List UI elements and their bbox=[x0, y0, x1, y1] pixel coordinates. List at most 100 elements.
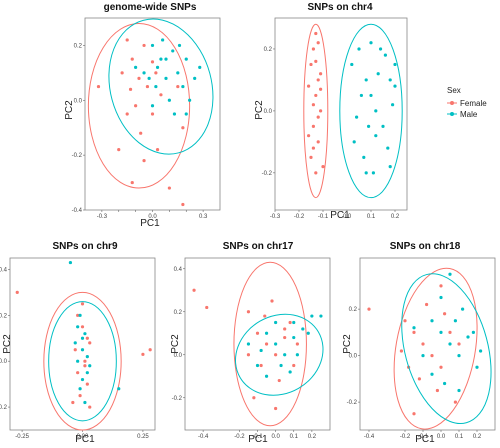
point-male bbox=[350, 62, 354, 67]
point-female bbox=[83, 359, 87, 363]
point-female bbox=[73, 348, 77, 352]
point-female bbox=[314, 31, 318, 36]
point-female bbox=[205, 305, 209, 310]
point-male bbox=[171, 49, 175, 53]
point-male bbox=[288, 370, 292, 374]
panel-frame bbox=[9, 257, 156, 431]
point-male bbox=[453, 319, 457, 323]
point-female bbox=[255, 331, 260, 335]
point-male bbox=[154, 84, 158, 89]
point-male bbox=[295, 353, 299, 357]
x-tick-label: -0.3 bbox=[97, 214, 108, 220]
x-tick-label: 0.0 bbox=[343, 214, 352, 220]
point-female bbox=[430, 354, 434, 358]
y-tick-label: 0.0 bbox=[264, 109, 273, 115]
point-male bbox=[76, 325, 80, 329]
point-female bbox=[139, 131, 143, 135]
point-female bbox=[71, 400, 75, 405]
point-female bbox=[412, 330, 416, 334]
point-male bbox=[283, 353, 287, 357]
y-tick-label: 0.2 bbox=[264, 47, 273, 53]
point-female bbox=[448, 330, 452, 334]
point-male bbox=[448, 272, 452, 276]
point-female bbox=[176, 84, 180, 89]
panel-2: SNPs on chr4 PC1 PC2 -0.3 -0.2 -0.1 0.0 0.1 0.2 -… bbox=[254, 2, 408, 221]
legend-item-female: Female bbox=[447, 99, 487, 108]
point-female bbox=[309, 62, 313, 67]
x-axis-label: PC1 bbox=[75, 434, 95, 445]
panel-frame bbox=[359, 257, 496, 431]
point-male bbox=[379, 47, 383, 51]
point-male bbox=[164, 57, 168, 61]
point-male bbox=[386, 146, 390, 150]
point-female bbox=[314, 171, 318, 175]
point-female bbox=[421, 342, 425, 346]
point-female bbox=[311, 146, 315, 150]
point-male bbox=[355, 115, 359, 119]
legend-male-marker bbox=[450, 112, 454, 116]
y-axis-label: PC2 bbox=[342, 334, 353, 354]
point-male bbox=[161, 38, 165, 42]
point-male bbox=[83, 332, 87, 336]
y-tick-label: -0.2 bbox=[72, 153, 83, 159]
x-tick-label: -0.2 bbox=[294, 214, 305, 220]
point-male bbox=[184, 57, 188, 61]
point-female bbox=[439, 365, 443, 369]
point-male bbox=[388, 78, 392, 82]
point-female bbox=[142, 159, 146, 163]
point-male bbox=[376, 72, 380, 76]
point-male bbox=[181, 84, 185, 89]
confidence-ellipse-male bbox=[108, 18, 214, 155]
x-tick-label: -0.3 bbox=[270, 214, 281, 220]
point-male bbox=[381, 124, 385, 128]
point-male bbox=[443, 381, 447, 386]
point-male bbox=[147, 76, 151, 80]
point-female bbox=[125, 112, 129, 116]
x-axis-label: PC1 bbox=[415, 434, 435, 445]
point-female bbox=[130, 57, 134, 61]
x-tick-label: -0.1 bbox=[252, 434, 263, 440]
point-male bbox=[184, 112, 188, 116]
point-male bbox=[448, 342, 452, 346]
point-male bbox=[246, 342, 251, 346]
point-female bbox=[292, 363, 296, 368]
y-axis-label: PC2 bbox=[254, 100, 265, 120]
point-male bbox=[279, 363, 283, 368]
confidence-ellipse-female bbox=[43, 291, 122, 431]
point-male bbox=[319, 314, 323, 318]
x-axis-label: PC1 bbox=[140, 218, 160, 229]
point-male bbox=[457, 388, 461, 393]
point-female bbox=[319, 72, 323, 76]
x-tick-label: 0.2 bbox=[308, 434, 317, 440]
point-male bbox=[264, 331, 269, 335]
confidence-ellipse-female bbox=[87, 22, 191, 189]
confidence-ellipse-male bbox=[234, 313, 324, 396]
point-female bbox=[252, 396, 256, 400]
point-female bbox=[319, 109, 323, 113]
panel-1: genome-wide SNPs PC1 PC2 -0.3 0.0 0.3 -0.4 -0.2… bbox=[64, 2, 221, 229]
point-female bbox=[288, 320, 292, 325]
panel-5: SNPs on chr18 PC1 PC2 -0.4 -0.2 -0.1 0.0 0.1 0.2… bbox=[342, 241, 496, 445]
point-female bbox=[148, 348, 152, 352]
x-tick-label: 0.0 bbox=[437, 434, 446, 440]
point-female bbox=[314, 59, 318, 63]
point-female bbox=[264, 342, 269, 346]
point-female bbox=[307, 134, 311, 138]
point-male bbox=[167, 98, 171, 102]
y-tick-label: -0.2 bbox=[172, 396, 183, 402]
panel-title: SNPs on chr17 bbox=[223, 241, 294, 252]
legend-title: Sex bbox=[447, 86, 461, 95]
point-female bbox=[167, 186, 171, 190]
point-male bbox=[255, 363, 260, 368]
point-male bbox=[177, 43, 182, 48]
point-female bbox=[85, 336, 89, 340]
confidence-ellipse-female bbox=[393, 267, 478, 430]
point-male bbox=[85, 355, 89, 359]
legend-item-male: Male bbox=[447, 110, 478, 119]
point-female bbox=[457, 342, 461, 346]
x-tick-label: -0.2 bbox=[400, 434, 411, 440]
point-male bbox=[371, 171, 375, 175]
x-axis-label: PC1 bbox=[248, 434, 268, 445]
point-female bbox=[316, 115, 320, 119]
point-male bbox=[292, 335, 296, 340]
